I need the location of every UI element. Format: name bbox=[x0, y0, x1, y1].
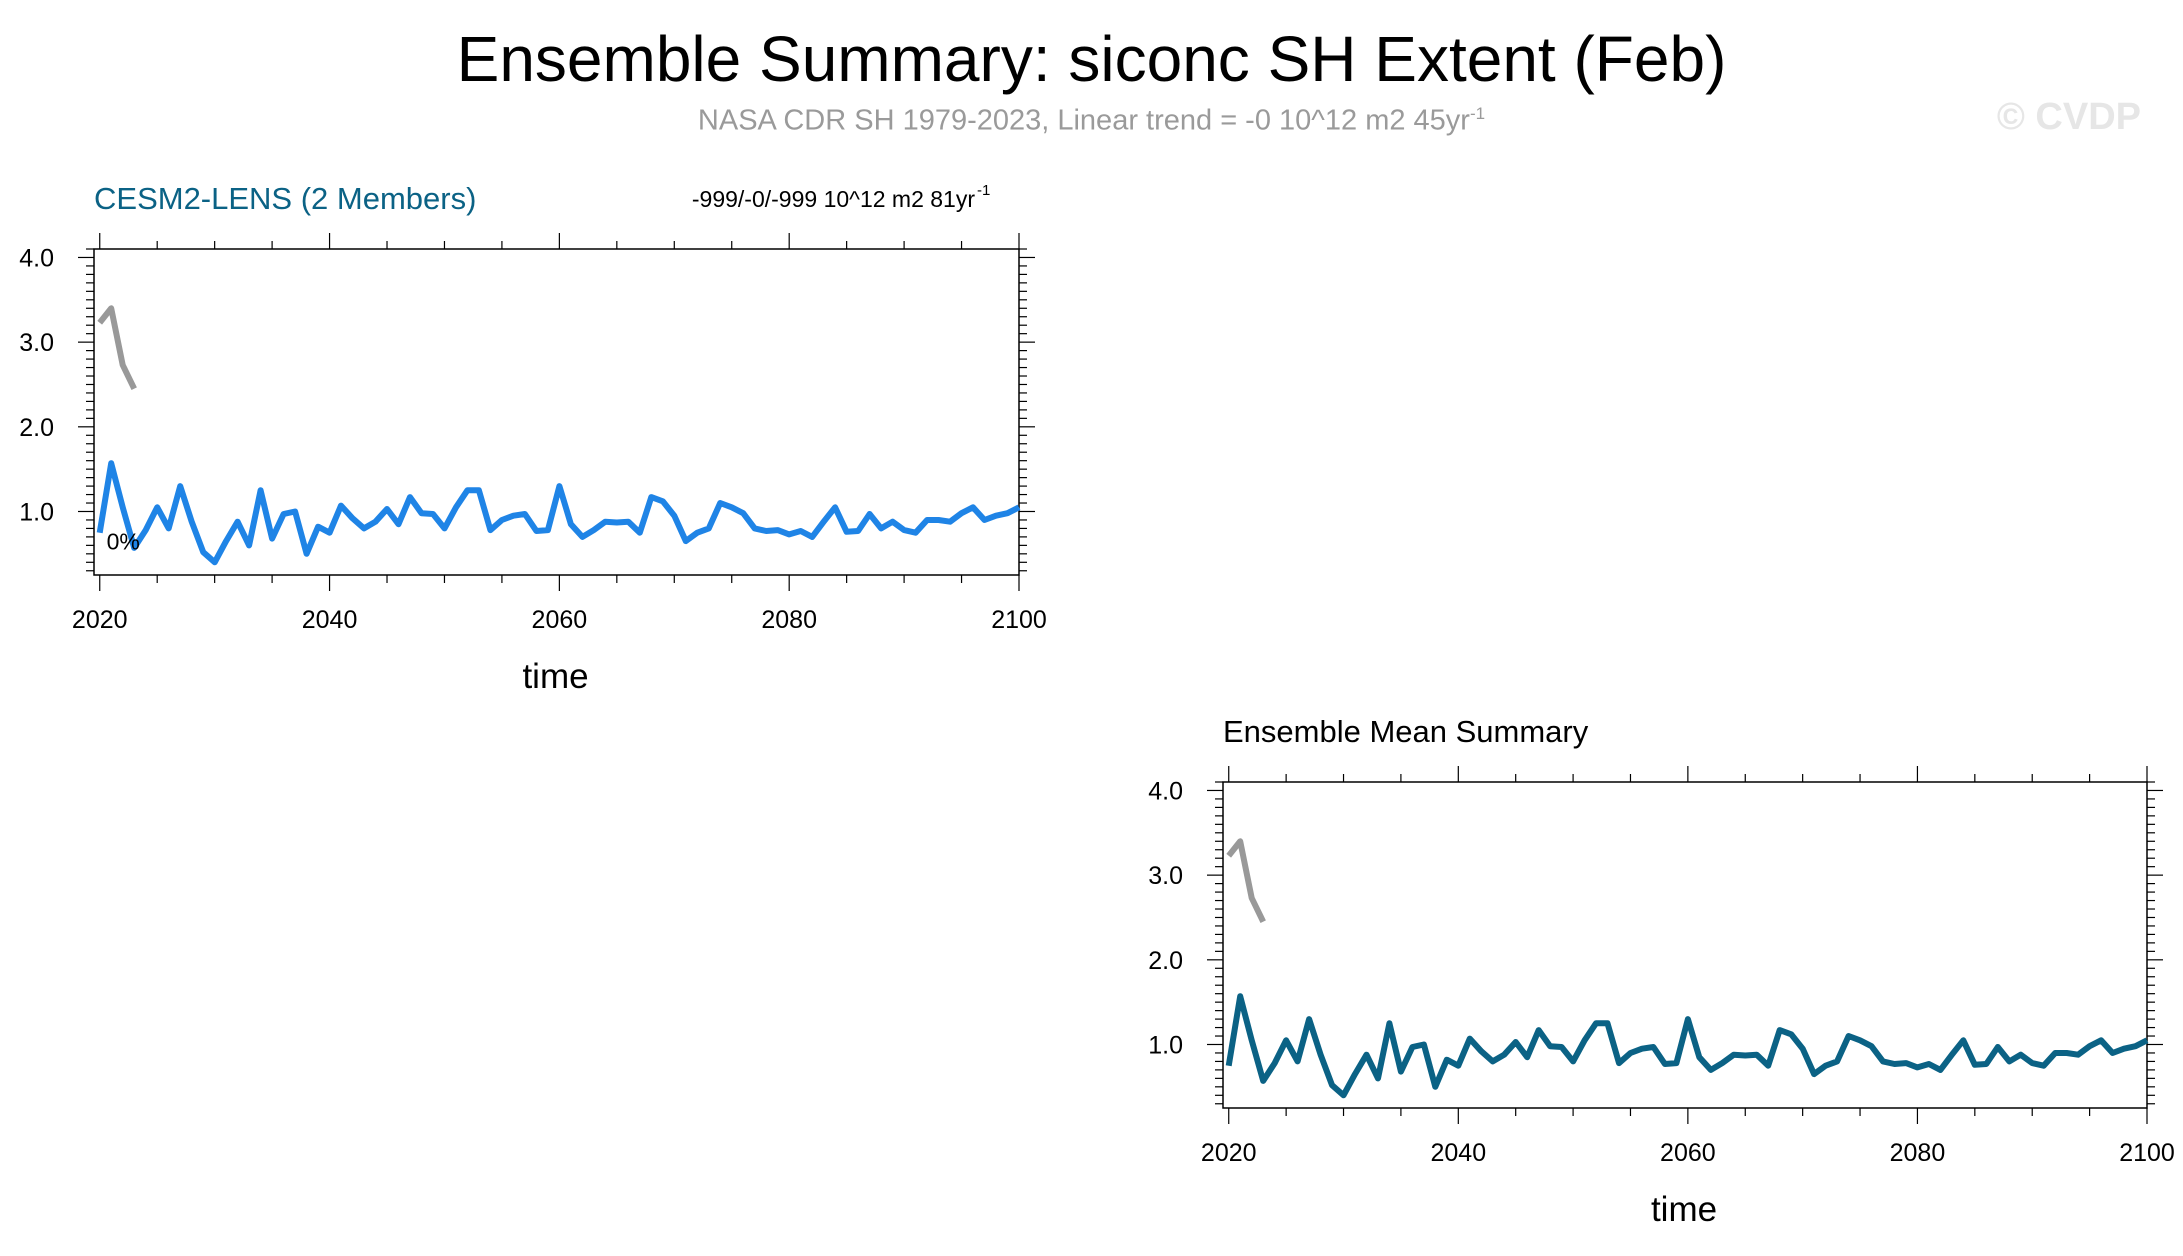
y-tick-label: 4.0 bbox=[19, 244, 54, 272]
plot-frame bbox=[1222, 781, 2148, 1109]
y-tick-label: 3.0 bbox=[19, 329, 54, 357]
panel-title: Ensemble Mean Summary bbox=[1223, 714, 1589, 749]
x-tick-label: 2060 bbox=[1660, 1139, 1716, 1167]
x-tick-label: 2040 bbox=[1430, 1139, 1486, 1167]
y-tick-label: 2.0 bbox=[1148, 947, 1183, 975]
x-tick-label: 2080 bbox=[761, 606, 817, 634]
subtitle-exponent: -1 bbox=[1469, 104, 1486, 123]
x-axis-label: time bbox=[522, 657, 588, 696]
series-line-observations bbox=[1226, 838, 1266, 924]
series-line-observations bbox=[97, 305, 137, 391]
x-tick-label: 2040 bbox=[302, 606, 358, 634]
x-axis-label: time bbox=[1651, 1190, 1717, 1229]
y-tick-label: 1.0 bbox=[19, 498, 54, 526]
percent-annotation: 0% bbox=[107, 529, 140, 555]
series-line-model bbox=[96, 460, 1021, 566]
x-tick-label: 2020 bbox=[72, 606, 128, 634]
x-tick-label: 2060 bbox=[532, 606, 588, 634]
y-tick-label: 1.0 bbox=[1148, 1031, 1183, 1059]
x-tick-label: 2080 bbox=[1890, 1139, 1946, 1167]
y-tick-label: 4.0 bbox=[1148, 777, 1183, 805]
x-tick-label: 2100 bbox=[2119, 1139, 2175, 1167]
plot-frame bbox=[93, 248, 1020, 576]
series-line-model bbox=[1225, 993, 2149, 1099]
figure-subtitle: NASA CDR SH 1979-2023, Linear trend = -0… bbox=[0, 104, 2183, 138]
subtitle-text: NASA CDR SH 1979-2023, Linear trend = -0… bbox=[697, 104, 1470, 137]
cvdp-watermark: © CVDP bbox=[1996, 96, 2141, 138]
chart-panel-2: 1.0 2.0 3.0 4.0 2020 2040 2060 2080 2100 time Ense… bbox=[1148, 714, 2175, 1229]
trend-text: -999/-0/-999 10^12 m2 81yr bbox=[692, 186, 975, 212]
chart-panel-1: 1.0 2.0 3.0 4.0 2020 2040 2060 2080 2100 time CESM… bbox=[19, 181, 1047, 696]
trend-exponent: -1 bbox=[977, 182, 990, 199]
x-tick-label: 2100 bbox=[991, 606, 1047, 634]
figure-title: Ensemble Summary: siconc SH Extent (Feb) bbox=[456, 23, 1727, 95]
x-tick-label: 2020 bbox=[1201, 1139, 1257, 1167]
panel-title: CESM2-LENS (2 Members) bbox=[94, 181, 476, 216]
y-tick-label: 2.0 bbox=[19, 414, 54, 442]
y-tick-label: 3.0 bbox=[1148, 862, 1183, 890]
